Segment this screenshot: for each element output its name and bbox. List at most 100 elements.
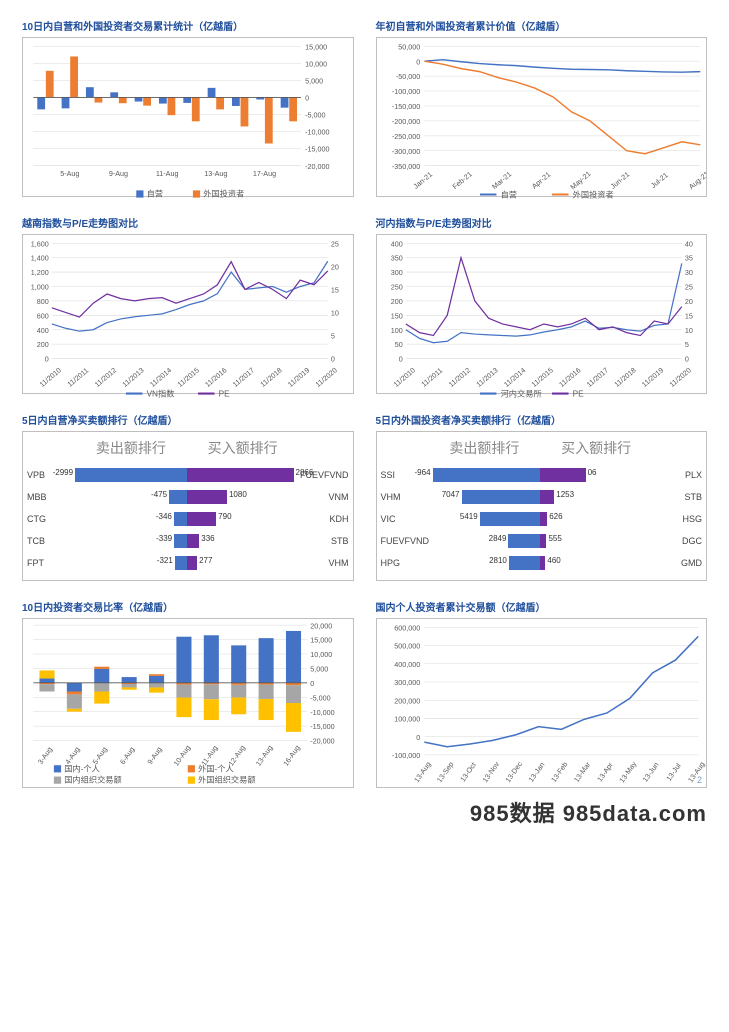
svg-text:13-Aug: 13-Aug — [685, 760, 706, 784]
svg-text:-15,000: -15,000 — [310, 722, 334, 731]
svg-text:400,000: 400,000 — [394, 660, 420, 669]
svg-text:350: 350 — [390, 254, 402, 263]
rank-row: VPB -2999 2866 FUEVFVND — [27, 464, 349, 486]
svg-text:5: 5 — [684, 340, 688, 349]
svg-text:Jun-21: Jun-21 — [608, 170, 631, 191]
panel-5-title: 5日内自营净买卖额排行（亿越盾） — [22, 412, 354, 427]
svg-text:0: 0 — [684, 355, 688, 364]
svg-text:-300,000: -300,000 — [391, 147, 419, 156]
svg-text:13-Jun: 13-Jun — [640, 760, 660, 783]
panel-7: 10日内投资者交易比率（亿越盾） -20,000 -15,000 -10,000 -5… — [22, 599, 354, 788]
panel-8: 国内个人投资者累计交易额（亿越盾） -100,0000100,000200,00… — [376, 599, 708, 788]
svg-text:外国投资者: 外国投资者 — [572, 190, 613, 200]
svg-text:13-Aug: 13-Aug — [254, 743, 275, 767]
svg-text:13-Jul: 13-Jul — [664, 761, 683, 783]
svg-text:13-Sep: 13-Sep — [434, 760, 455, 784]
svg-text:11/2015: 11/2015 — [176, 366, 201, 389]
svg-text:13-May: 13-May — [617, 759, 638, 784]
rank-right-label: HSG — [652, 514, 702, 524]
svg-text:外国组织交易额: 外国组织交易额 — [198, 775, 256, 785]
svg-text:11/2011: 11/2011 — [65, 366, 90, 389]
rank-right-label: GMD — [652, 558, 702, 568]
rank-left-label: CTG — [27, 514, 75, 524]
svg-text:35: 35 — [684, 254, 692, 263]
svg-text:17-Aug: 17-Aug — [253, 169, 276, 178]
svg-text:-100,000: -100,000 — [391, 751, 419, 760]
svg-text:50,000: 50,000 — [398, 42, 420, 51]
svg-text:国内组织交易额: 国内组织交易额 — [64, 775, 122, 785]
svg-text:国内-个人: 国内-个人 — [64, 763, 100, 773]
panel-3-chart: 02004006008001,0001,2001,4001,6000510152… — [22, 234, 354, 394]
svg-text:10,000: 10,000 — [305, 59, 327, 68]
svg-text:9-Aug: 9-Aug — [145, 745, 163, 766]
svg-text:1,400: 1,400 — [31, 254, 49, 263]
svg-text:-150,000: -150,000 — [391, 102, 419, 111]
rank-left-label: MBB — [27, 492, 75, 502]
rank-row: MBB -475 1080 VNM — [27, 486, 349, 508]
svg-text:25: 25 — [684, 283, 692, 292]
panel-5: 5日内自营净买卖额排行（亿越盾） 卖出额排行买入额排行 VPB -2999 28… — [22, 412, 354, 581]
svg-text:6-Aug: 6-Aug — [118, 745, 136, 766]
panel-6: 5日内外国投资者净买卖额排行（亿越盾） 卖出额排行买入额排行 SSI -964 … — [376, 412, 708, 581]
svg-text:-200,000: -200,000 — [391, 117, 419, 126]
svg-text:13-Aug: 13-Aug — [204, 169, 227, 178]
svg-text:9-Aug: 9-Aug — [109, 169, 128, 178]
svg-text:15,000: 15,000 — [310, 636, 332, 645]
svg-text:30: 30 — [684, 268, 692, 277]
svg-text:Mar-21: Mar-21 — [489, 169, 512, 191]
svg-text:11-Aug: 11-Aug — [156, 169, 179, 178]
panel-2-title: 年初自营和外国投资者累计价值（亿越盾） — [376, 18, 708, 33]
svg-text:11/2014: 11/2014 — [148, 366, 173, 389]
svg-text:600: 600 — [37, 311, 49, 320]
svg-text:3-Aug: 3-Aug — [36, 745, 54, 766]
svg-text:-20,000: -20,000 — [310, 737, 334, 746]
svg-text:20: 20 — [684, 297, 692, 306]
rank-row: TCB -339 336 STB — [27, 530, 349, 552]
svg-text:400: 400 — [37, 326, 49, 335]
rank-right-label: VHM — [299, 558, 349, 568]
svg-text:5,000: 5,000 — [305, 76, 323, 85]
svg-text:200: 200 — [37, 340, 49, 349]
svg-text:-10,000: -10,000 — [310, 708, 334, 717]
svg-text:11/2013: 11/2013 — [120, 366, 145, 389]
svg-text:20: 20 — [331, 262, 339, 271]
panel-5-chart: 卖出额排行买入额排行 VPB -2999 2866 FUEVFVND MBB -… — [22, 431, 354, 581]
svg-text:-5,000: -5,000 — [305, 111, 325, 120]
svg-text:300: 300 — [390, 268, 402, 277]
svg-text:11/2015: 11/2015 — [529, 366, 554, 389]
svg-text:11/2017: 11/2017 — [584, 366, 609, 389]
svg-text:5,000: 5,000 — [310, 665, 328, 674]
svg-text:PE: PE — [219, 390, 230, 399]
svg-text:10: 10 — [331, 309, 339, 318]
svg-text:100: 100 — [390, 326, 402, 335]
rank-right-label: DGC — [652, 536, 702, 546]
rank-right-label: VNM — [299, 492, 349, 502]
svg-text:11/2012: 11/2012 — [446, 366, 471, 389]
svg-text:11/2013: 11/2013 — [474, 366, 499, 389]
svg-text:100,000: 100,000 — [394, 715, 420, 724]
rank-left-label: FUEVFVND — [381, 536, 429, 546]
rank-row: HPG 2810 460 GMD — [381, 552, 703, 574]
panel-8-chart: -100,0000100,000200,000300,000400,000500… — [376, 618, 708, 788]
svg-text:0: 0 — [310, 679, 314, 688]
panel-7-title: 10日内投资者交易比率（亿越盾） — [22, 599, 354, 614]
rank-right-label: KDH — [299, 514, 349, 524]
svg-text:自营: 自营 — [147, 189, 163, 199]
panel-2: 年初自营和外国投资者累计价值（亿越盾） -350,000-300,000-250… — [376, 18, 708, 197]
panel-6-title: 5日内外国投资者净买卖额排行（亿越盾） — [376, 412, 708, 427]
panel-1-title: 10日内自营和外国投资者交易累计统计（亿越盾） — [22, 18, 354, 33]
svg-text:1,200: 1,200 — [31, 268, 49, 277]
svg-text:-250,000: -250,000 — [391, 132, 419, 141]
svg-text:VN指数: VN指数 — [147, 389, 175, 399]
svg-text:-5,000: -5,000 — [310, 693, 330, 702]
svg-text:500,000: 500,000 — [394, 642, 420, 651]
svg-text:PE: PE — [572, 390, 583, 399]
svg-text:10-Aug: 10-Aug — [172, 743, 193, 767]
page-number: 2 — [697, 775, 702, 785]
svg-text:800: 800 — [37, 297, 49, 306]
svg-text:13-Mar: 13-Mar — [571, 760, 592, 784]
svg-text:10: 10 — [684, 326, 692, 335]
rank-right-label: STB — [652, 492, 702, 502]
rank-left-label: TCB — [27, 536, 75, 546]
svg-text:25: 25 — [331, 239, 339, 248]
